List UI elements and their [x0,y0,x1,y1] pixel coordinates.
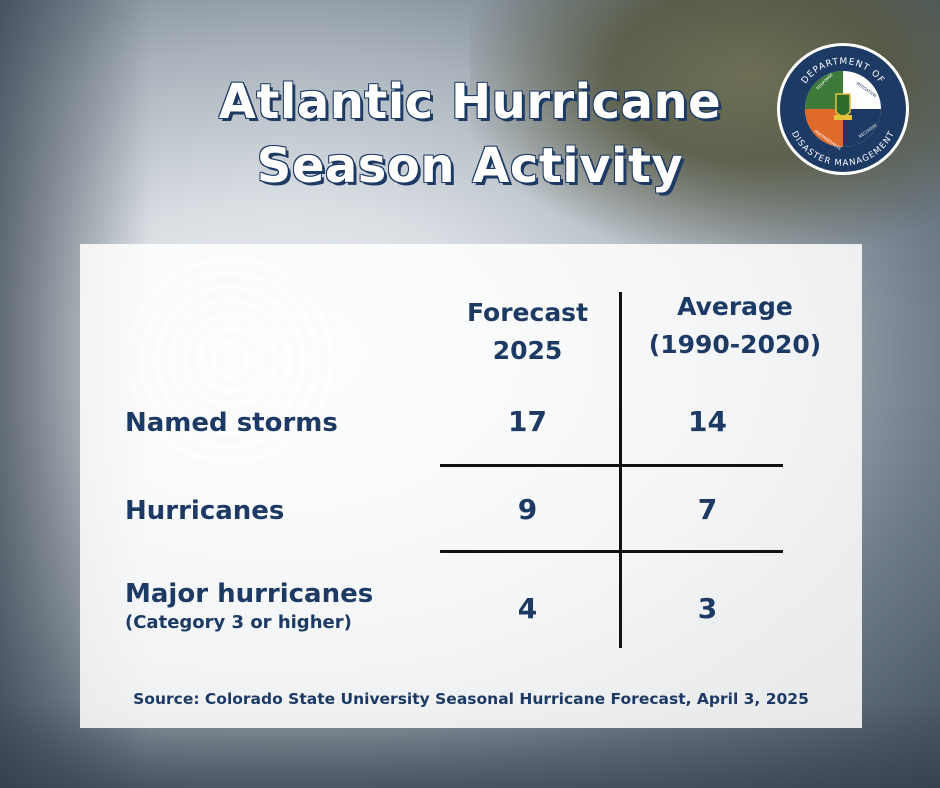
page-title: Atlantic Hurricane Season Activity [218,74,722,194]
major-hurricanes-label: Major hurricanes [125,579,374,609]
value-named-storms-average: 14 [688,405,727,438]
value-hurricanes-average: 7 [697,493,718,526]
source-citation: Source: Colorado State University Season… [133,690,809,708]
value-major-hurricanes-average: 3 [697,592,718,625]
value-major-hurricanes-forecast: 4 [517,592,538,625]
activity-table-panel: Forecast 2025 Average (1990-2020) Named … [80,244,862,728]
col-header-forecast: Forecast 2025 [466,298,589,365]
major-hurricanes-sublabel: (Category 3 or higher) [125,612,352,633]
table-vertical-divider [619,292,622,648]
table-row-divider [440,464,783,467]
table-row-divider [440,550,783,553]
value-named-storms-forecast: 17 [508,405,547,438]
value-hurricanes-forecast: 9 [517,493,538,526]
disaster-management-logo: DEPARTMENT OF DISASTER MANAGEMENT RESPON… [777,43,909,175]
row-label-major-hurricanes: Major hurricanes (Category 3 or higher) [125,578,373,636]
row-label-named-storms: Named storms [125,408,338,438]
row-label-hurricanes: Hurricanes [125,496,285,526]
col-header-average: Average (1990-2020) [648,292,822,359]
